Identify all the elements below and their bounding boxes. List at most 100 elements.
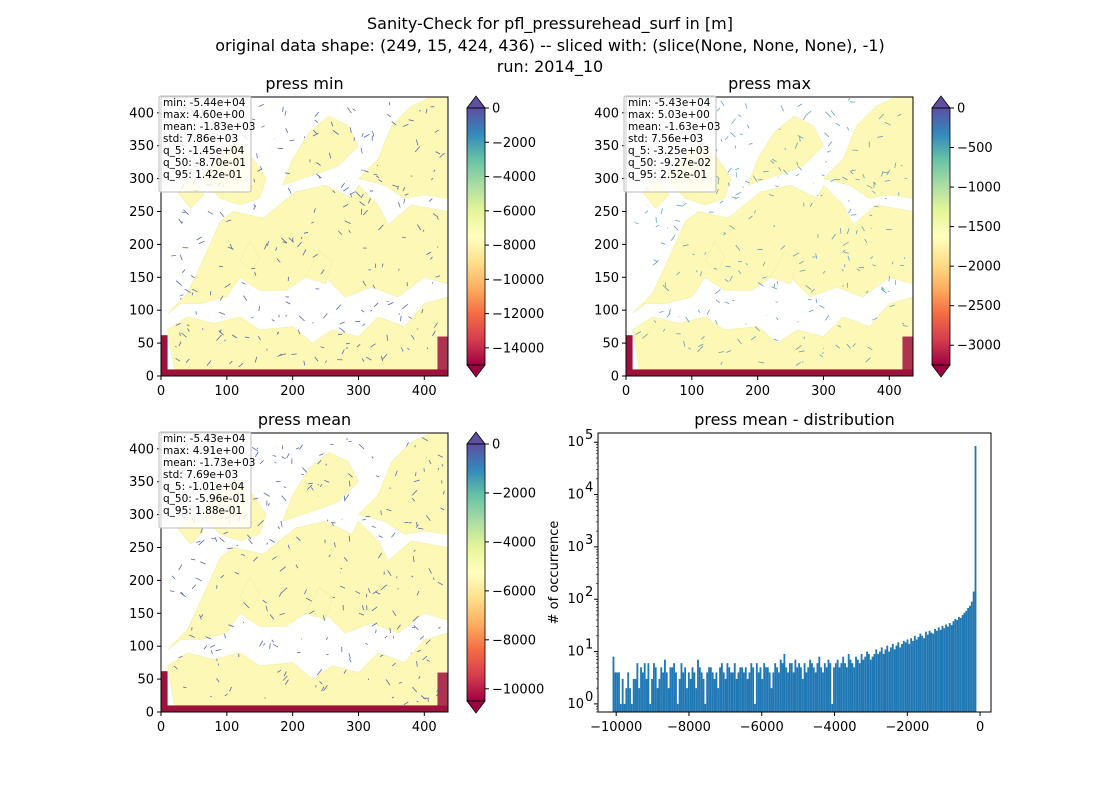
suptitle-line-1: Sanity-Check for pfl_pressurehead_surf i…: [367, 14, 733, 34]
histogram-bar: [658, 678, 661, 712]
stats-line: min: -5.43e+04: [163, 433, 246, 445]
y-tick-label: 150: [129, 271, 154, 286]
stats-line: min: -5.43e+04: [628, 97, 711, 109]
histogram-bar: [838, 667, 841, 712]
histogram-bar: [687, 672, 690, 712]
histogram-bar: [794, 659, 797, 712]
histogram-bar: [719, 667, 721, 712]
histogram-bar: [708, 667, 710, 712]
histogram-bar: [875, 649, 878, 712]
stats-line: max: 5.03e+00: [628, 109, 710, 121]
histogram-bar: [836, 659, 839, 712]
colorbar-tick-label: 0: [957, 102, 965, 117]
histogram-bar: [930, 632, 933, 712]
histogram-bar: [895, 645, 898, 712]
colorbar-tick-label: 0: [492, 438, 500, 453]
histogram-bar: [612, 656, 615, 712]
histogram-bar: [779, 659, 782, 712]
colorbar-frame: [466, 443, 486, 702]
stats-line: q_50: -8.70e-01: [163, 157, 246, 169]
histogram-bar: [884, 649, 887, 712]
histogram-bar: [744, 667, 747, 712]
stats-line: min: -5.44e+04: [163, 97, 246, 109]
y-tick-label: 10: [567, 435, 584, 450]
y-tick-label: 400: [129, 106, 154, 121]
histogram-bar: [618, 672, 620, 712]
histogram-bar: [678, 678, 681, 712]
histogram-bar: [908, 643, 911, 712]
y-tick-exponent: 3: [585, 533, 593, 548]
y-tick-label: 100: [129, 640, 154, 655]
histogram-bar: [709, 667, 712, 712]
histogram-bar: [790, 663, 793, 712]
histogram-bar: [763, 663, 766, 712]
histogram-bar: [963, 612, 966, 712]
histogram-bar: [961, 614, 964, 712]
map-image: [161, 433, 448, 712]
histogram-bar: [671, 667, 674, 712]
histogram-bar: [619, 703, 622, 712]
colorbar-tick-label: −1000: [957, 181, 1001, 196]
histogram-bar: [766, 667, 769, 712]
y-tick-label: 10: [567, 540, 584, 555]
axes-frame: [625, 96, 914, 377]
histogram-bar: [924, 631, 927, 712]
histogram-bar: [866, 651, 868, 712]
histogram-bar: [752, 667, 755, 712]
y-tick-label: 350: [129, 475, 154, 490]
stats-line: q_5: -1.01e+04: [163, 481, 245, 493]
colorbar-tick-label: −10000: [492, 682, 544, 697]
histogram-bar: [932, 633, 935, 712]
colorbar-tick-label: −8000: [492, 239, 536, 254]
histogram-bar: [636, 663, 639, 712]
y-tick-label: 250: [594, 205, 619, 220]
histogram-bar: [915, 639, 918, 712]
histogram-bar: [750, 663, 753, 712]
histogram-bar: [904, 642, 907, 712]
histogram-bar: [871, 656, 874, 712]
histogram-bar: [890, 647, 892, 712]
histogram-bar: [697, 659, 699, 712]
histogram-bar: [792, 672, 795, 712]
histogram-bar: [772, 672, 775, 712]
histogram-bar: [831, 703, 834, 712]
y-tick-label: 300: [594, 172, 619, 187]
histogram-bar: [888, 651, 891, 712]
y-tick-label: 10: [567, 592, 584, 607]
histogram-bar: [913, 635, 916, 712]
histogram-bar: [840, 663, 843, 712]
histogram-bar: [906, 639, 909, 712]
histogram-bar: [627, 672, 630, 712]
histogram-bar: [652, 663, 655, 712]
histogram-bar: [717, 688, 720, 712]
axes-frame: [597, 432, 992, 713]
stats-box: [158, 431, 252, 529]
colorbar: 0 −500 −1000 −1500 −2000 −2500 −3000: [931, 95, 1001, 378]
axes-frame: [160, 96, 449, 377]
panel-title: press max: [728, 74, 811, 93]
stats-line: max: 4.91e+00: [163, 445, 245, 457]
histogram-bar: [856, 659, 859, 712]
y-tick-label: 100: [129, 304, 154, 319]
y-axis-label: # of occurrence: [547, 521, 562, 625]
histogram-bar: [777, 672, 780, 712]
colorbar-tick-label: −4000: [492, 535, 536, 550]
histogram-bar: [704, 703, 707, 712]
histogram-bar: [910, 638, 913, 712]
histogram-bar: [901, 643, 903, 712]
land-mass: [167, 296, 448, 370]
y-tick-label: 10: [567, 645, 584, 660]
colorbar-frame: [466, 107, 486, 366]
histogram-bar: [739, 667, 742, 712]
histogram-bar: [849, 659, 852, 712]
histogram-bar: [732, 672, 734, 712]
colorbar-tick-label: −10000: [492, 273, 544, 288]
histogram-bar: [950, 625, 953, 712]
y-tick-label: 150: [129, 607, 154, 622]
histogram-bar: [867, 653, 870, 712]
y-tick-label: 200: [129, 574, 154, 589]
colorbar-tick-label: −1500: [957, 220, 1001, 235]
colorbar-tick-label: −14000: [492, 341, 544, 356]
y-tick-exponent: 4: [585, 481, 593, 496]
colorbar-gradient: [467, 108, 485, 365]
